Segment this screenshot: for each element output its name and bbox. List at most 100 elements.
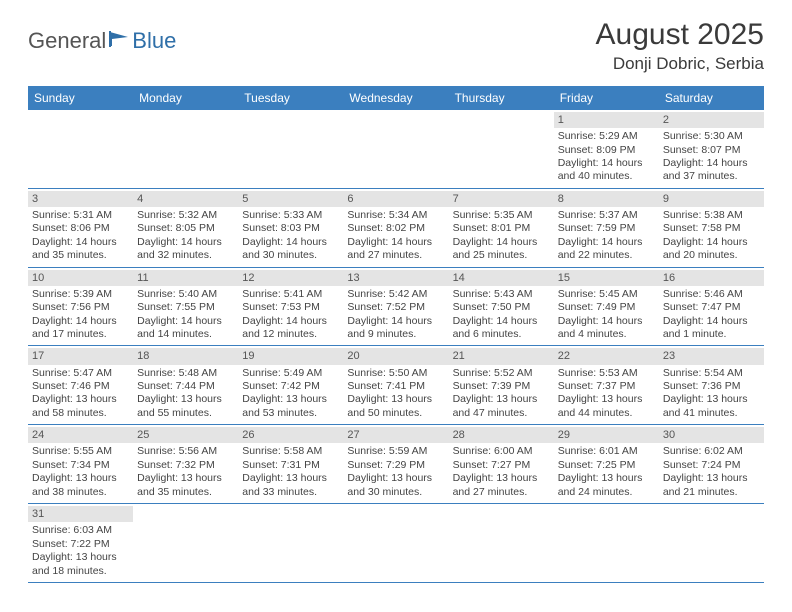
day-number: [449, 112, 554, 114]
dayname: Tuesday: [238, 86, 343, 110]
daylight-text: and 25 minutes.: [453, 249, 550, 262]
day-number: 8: [554, 191, 659, 207]
daylight-text: and 20 minutes.: [663, 249, 760, 262]
day-number: 3: [28, 191, 133, 207]
calendar-cell: [238, 110, 343, 188]
sunset-text: Sunset: 7:49 PM: [558, 301, 655, 314]
daylight-text: and 40 minutes.: [558, 170, 655, 183]
sunrise-text: Sunrise: 5:45 AM: [558, 288, 655, 301]
sunrise-text: Sunrise: 5:54 AM: [663, 367, 760, 380]
sunset-text: Sunset: 8:03 PM: [242, 222, 339, 235]
calendar-cell: 18Sunrise: 5:48 AMSunset: 7:44 PMDayligh…: [133, 346, 238, 424]
day-number: [449, 506, 554, 508]
sunset-text: Sunset: 7:24 PM: [663, 459, 760, 472]
day-number: 24: [28, 427, 133, 443]
sunset-text: Sunset: 8:02 PM: [347, 222, 444, 235]
daylight-text: Daylight: 14 hours: [137, 236, 234, 249]
daylight-text: Daylight: 13 hours: [137, 472, 234, 485]
daylight-text: Daylight: 13 hours: [663, 472, 760, 485]
sunset-text: Sunset: 7:50 PM: [453, 301, 550, 314]
daylight-text: Daylight: 13 hours: [32, 472, 129, 485]
daylight-text: and 50 minutes.: [347, 407, 444, 420]
calendar-cell: 27Sunrise: 5:59 AMSunset: 7:29 PMDayligh…: [343, 425, 448, 503]
calendar-cell: 10Sunrise: 5:39 AMSunset: 7:56 PMDayligh…: [28, 268, 133, 346]
daylight-text: and 38 minutes.: [32, 486, 129, 499]
day-number: 9: [659, 191, 764, 207]
sunset-text: Sunset: 7:22 PM: [32, 538, 129, 551]
sunset-text: Sunset: 7:27 PM: [453, 459, 550, 472]
calendar: Sunday Monday Tuesday Wednesday Thursday…: [28, 86, 764, 583]
sunrise-text: Sunrise: 5:29 AM: [558, 130, 655, 143]
sunset-text: Sunset: 7:56 PM: [32, 301, 129, 314]
daylight-text: and 41 minutes.: [663, 407, 760, 420]
daylight-text: Daylight: 14 hours: [347, 236, 444, 249]
daylight-text: and 17 minutes.: [32, 328, 129, 341]
day-number: 4: [133, 191, 238, 207]
daylight-text: and 55 minutes.: [137, 407, 234, 420]
calendar-cell: 7Sunrise: 5:35 AMSunset: 8:01 PMDaylight…: [449, 189, 554, 267]
sunrise-text: Sunrise: 5:30 AM: [663, 130, 760, 143]
daylight-text: and 58 minutes.: [32, 407, 129, 420]
day-number: [238, 112, 343, 114]
calendar-cell: 8Sunrise: 5:37 AMSunset: 7:59 PMDaylight…: [554, 189, 659, 267]
daylight-text: and 6 minutes.: [453, 328, 550, 341]
calendar-cell: 17Sunrise: 5:47 AMSunset: 7:46 PMDayligh…: [28, 346, 133, 424]
calendar-cell: 23Sunrise: 5:54 AMSunset: 7:36 PMDayligh…: [659, 346, 764, 424]
dayname: Thursday: [449, 86, 554, 110]
calendar-cell: [659, 504, 764, 582]
sunset-text: Sunset: 8:09 PM: [558, 144, 655, 157]
calendar-cell: 11Sunrise: 5:40 AMSunset: 7:55 PMDayligh…: [133, 268, 238, 346]
daylight-text: Daylight: 14 hours: [242, 236, 339, 249]
calendar-cell: 3Sunrise: 5:31 AMSunset: 8:06 PMDaylight…: [28, 189, 133, 267]
day-number: 16: [659, 270, 764, 286]
sunrise-text: Sunrise: 5:37 AM: [558, 209, 655, 222]
sunset-text: Sunset: 7:46 PM: [32, 380, 129, 393]
calendar-cell: 28Sunrise: 6:00 AMSunset: 7:27 PMDayligh…: [449, 425, 554, 503]
day-number: 23: [659, 348, 764, 364]
sunrise-text: Sunrise: 5:38 AM: [663, 209, 760, 222]
calendar-week: 31Sunrise: 6:03 AMSunset: 7:22 PMDayligh…: [28, 504, 764, 583]
day-number: 18: [133, 348, 238, 364]
day-number: [659, 506, 764, 508]
day-number: [343, 506, 448, 508]
daylight-text: Daylight: 14 hours: [32, 236, 129, 249]
dayname: Saturday: [659, 86, 764, 110]
sunset-text: Sunset: 7:53 PM: [242, 301, 339, 314]
day-number: 11: [133, 270, 238, 286]
daylight-text: Daylight: 14 hours: [347, 315, 444, 328]
dayname: Wednesday: [343, 86, 448, 110]
calendar-cell: [238, 504, 343, 582]
day-number: [238, 506, 343, 508]
daylight-text: Daylight: 14 hours: [32, 315, 129, 328]
calendar-cell: 30Sunrise: 6:02 AMSunset: 7:24 PMDayligh…: [659, 425, 764, 503]
logo-text-blue: Blue: [132, 28, 176, 54]
calendar-cell: [449, 504, 554, 582]
daylight-text: Daylight: 14 hours: [663, 157, 760, 170]
flag-icon: [108, 28, 130, 54]
day-number: 27: [343, 427, 448, 443]
daylight-text: and 37 minutes.: [663, 170, 760, 183]
calendar-cell: [133, 504, 238, 582]
logo-text-general: General: [28, 28, 106, 54]
daylight-text: and 33 minutes.: [242, 486, 339, 499]
page-subtitle: Donji Dobric, Serbia: [596, 54, 764, 74]
calendar-cell: [343, 110, 448, 188]
sunset-text: Sunset: 7:39 PM: [453, 380, 550, 393]
calendar-cell: 29Sunrise: 6:01 AMSunset: 7:25 PMDayligh…: [554, 425, 659, 503]
daylight-text: Daylight: 13 hours: [453, 472, 550, 485]
day-number: 17: [28, 348, 133, 364]
calendar-cell: 1Sunrise: 5:29 AMSunset: 8:09 PMDaylight…: [554, 110, 659, 188]
daylight-text: and 27 minutes.: [453, 486, 550, 499]
calendar-cell: 14Sunrise: 5:43 AMSunset: 7:50 PMDayligh…: [449, 268, 554, 346]
daylight-text: and 47 minutes.: [453, 407, 550, 420]
calendar-header-row: Sunday Monday Tuesday Wednesday Thursday…: [28, 86, 764, 110]
calendar-cell: 16Sunrise: 5:46 AMSunset: 7:47 PMDayligh…: [659, 268, 764, 346]
sunset-text: Sunset: 8:05 PM: [137, 222, 234, 235]
sunset-text: Sunset: 7:41 PM: [347, 380, 444, 393]
day-number: [133, 506, 238, 508]
daylight-text: Daylight: 13 hours: [32, 393, 129, 406]
daylight-text: Daylight: 14 hours: [558, 157, 655, 170]
sunrise-text: Sunrise: 5:32 AM: [137, 209, 234, 222]
calendar-cell: 24Sunrise: 5:55 AMSunset: 7:34 PMDayligh…: [28, 425, 133, 503]
sunrise-text: Sunrise: 5:52 AM: [453, 367, 550, 380]
